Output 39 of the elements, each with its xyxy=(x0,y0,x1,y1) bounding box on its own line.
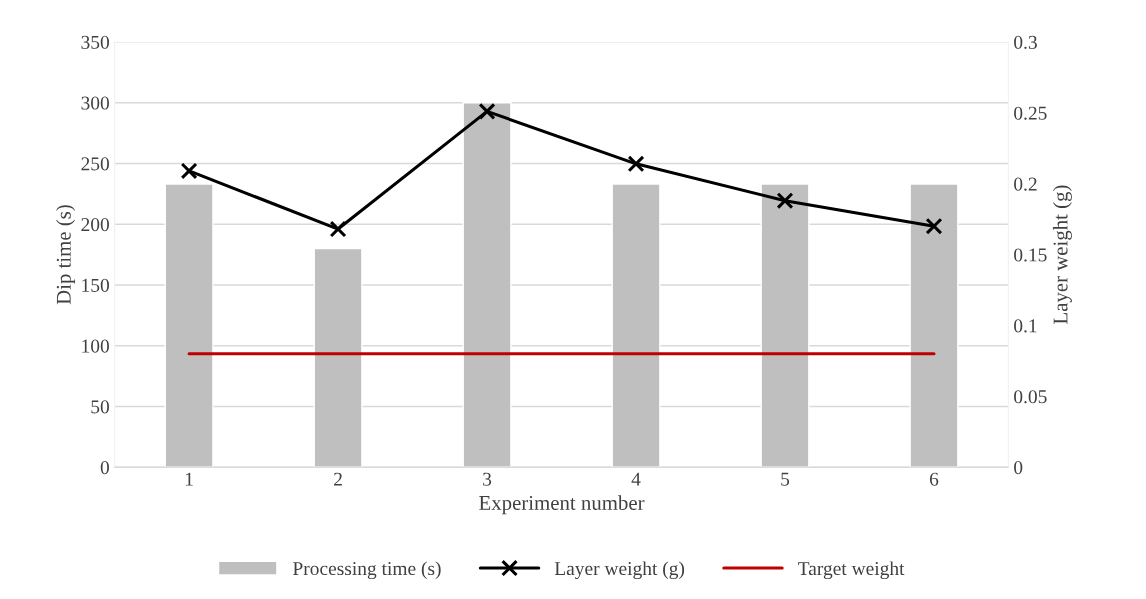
y2-tick-label: 0.3 xyxy=(1014,35,1037,49)
point xyxy=(627,155,645,173)
y2-tick-label: 0.1 xyxy=(1014,319,1037,333)
x-tick-label: 6 xyxy=(929,472,939,486)
legend-label: Processing time (s) xyxy=(293,561,441,580)
point xyxy=(776,192,794,210)
y-tick-label: 350 xyxy=(81,35,109,49)
y-tick-label: 100 xyxy=(82,339,109,353)
y2-tick-label: 0.25 xyxy=(1014,106,1047,120)
y-tick-label: 0 xyxy=(100,461,109,475)
legend-label: Layer weight (g) xyxy=(554,561,685,580)
x-axis-title: Experiment number xyxy=(479,495,645,515)
y-tick-label: 300 xyxy=(81,96,109,110)
x-tick-label: 2 xyxy=(334,472,342,486)
y-tick-label: 150 xyxy=(82,278,109,292)
legend-label: Target weight xyxy=(798,561,905,580)
x-tick-label: 1 xyxy=(185,472,193,486)
y2-tick-label: 0.2 xyxy=(1014,177,1037,191)
point xyxy=(329,220,347,238)
y2-tick-label: 0 xyxy=(1014,461,1023,475)
point xyxy=(478,102,496,120)
y2-tick-label: 0.15 xyxy=(1014,248,1047,262)
point xyxy=(925,217,943,235)
x-tick-label: 4 xyxy=(631,472,641,486)
y2-tick-label: 0.05 xyxy=(1014,390,1047,404)
bar xyxy=(611,183,661,468)
bar xyxy=(760,183,810,468)
bar xyxy=(909,183,959,468)
bar xyxy=(164,183,214,468)
y-axis-title: Dip time (s) xyxy=(56,205,76,305)
y-tick-label: 200 xyxy=(81,218,109,232)
bar xyxy=(462,101,512,468)
y-tick-label: 50 xyxy=(91,400,109,414)
x-tick-label: 3 xyxy=(483,472,492,486)
x-tick-label: 5 xyxy=(781,472,790,486)
y-tick-label: 250 xyxy=(81,157,109,171)
bar xyxy=(313,247,363,468)
y2-axis-title: Layer weight (g) xyxy=(1052,185,1072,324)
point xyxy=(180,162,198,180)
